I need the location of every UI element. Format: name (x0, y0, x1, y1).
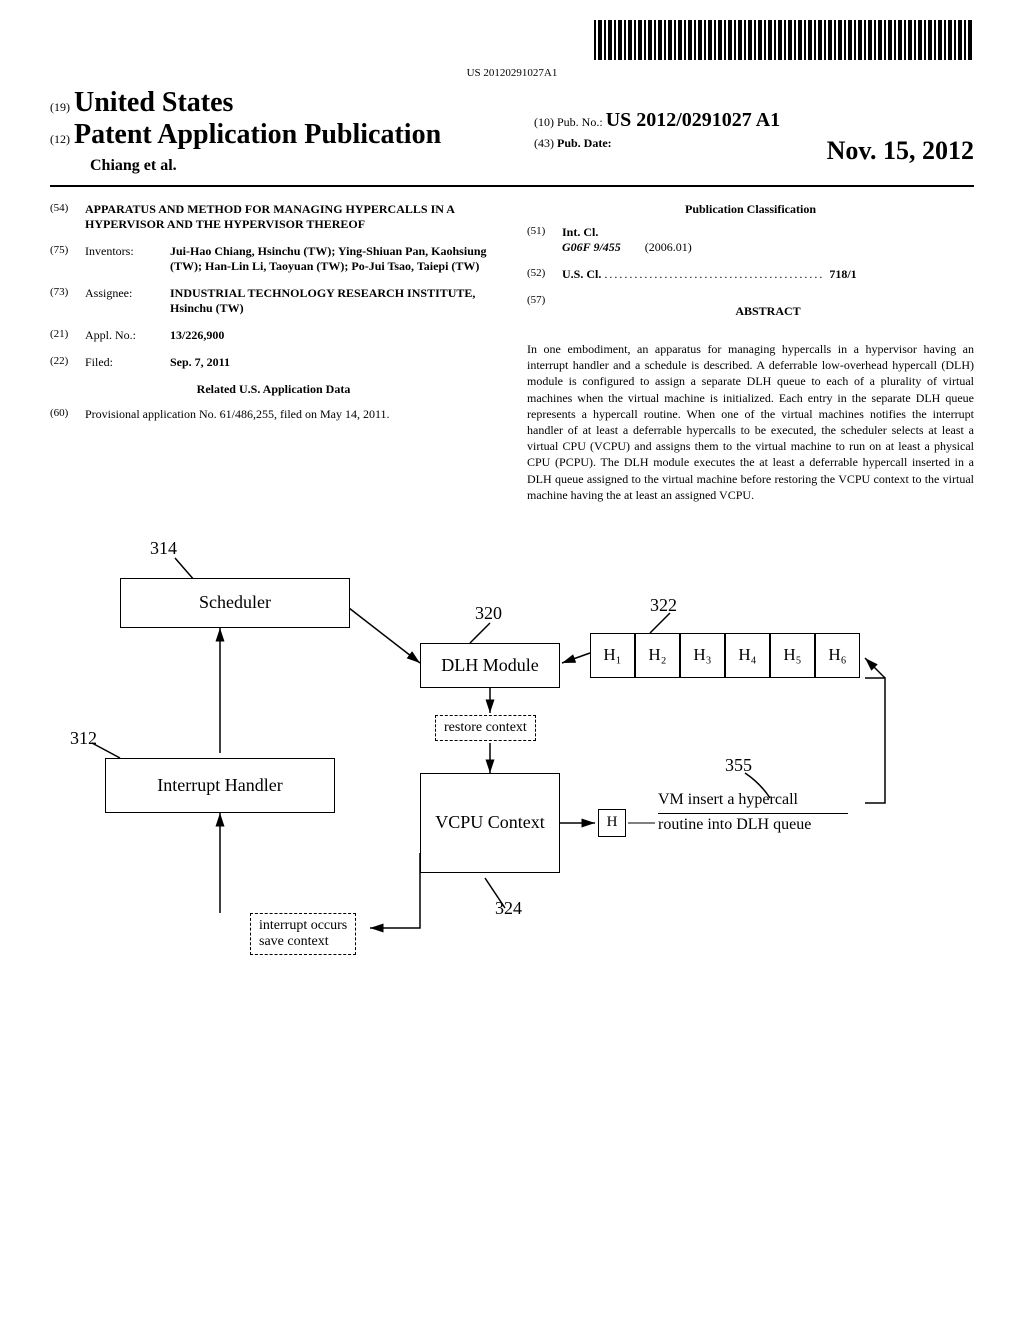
abstract-code: (57) (527, 294, 562, 329)
insert-line1: VM insert a hypercall (658, 791, 798, 809)
restore-context-box: restore context (435, 715, 536, 741)
pub-no-label: Pub. No.: (557, 115, 603, 129)
assignee-value: INDUSTRIAL TECHNOLOGY RESEARCH INSTITUTE… (170, 286, 497, 316)
interrupt-ref-label: 312 (70, 728, 97, 749)
title-code: (54) (50, 202, 85, 232)
intcl-code: (51) (527, 225, 562, 255)
filed-code: (22) (50, 355, 85, 370)
provisional-text: Provisional application No. 61/486,255, … (85, 407, 497, 422)
header-region: (19) United States (12) Patent Applicati… (50, 87, 974, 175)
interrupt-handler-box: Interrupt Handler (105, 758, 335, 813)
queue-cell-2: H₃ (680, 633, 725, 678)
assignee-text: INDUSTRIAL TECHNOLOGY RESEARCH INSTITUTE… (170, 286, 475, 315)
insert-ref-label: 355 (725, 755, 752, 776)
uscl-value: 718/1 (829, 267, 856, 281)
h-cell: H (598, 809, 626, 837)
pub-no-value: US 2012/0291027 A1 (606, 109, 780, 131)
vcpu-ref-label: 324 (495, 898, 522, 919)
inventors-value: Jui-Hao Chiang, Hsinchu (TW); Ying-Shiua… (170, 244, 497, 274)
patent-title: APPARATUS AND METHOD FOR MANAGING HYPERC… (85, 202, 497, 232)
right-column: Publication Classification (51) Int. Cl.… (527, 202, 974, 503)
country-code: (19) (50, 100, 70, 114)
diagram: 314 Scheduler 312 Interrupt Handler 320 … (50, 533, 974, 993)
insert-divider (658, 813, 848, 814)
country-name: United States (74, 87, 233, 118)
queue-cell-3: H₄ (725, 633, 770, 678)
queue-ref-label: 322 (650, 595, 677, 616)
uscl-code: (52) (527, 267, 562, 282)
header-divider (50, 185, 974, 187)
intcl-class: G06F 9/455 (562, 240, 621, 254)
uscl-label: U.S. Cl. (562, 267, 601, 281)
scheduler-box: Scheduler (120, 578, 350, 628)
save-context-text: save context (259, 934, 347, 950)
inventors-text: Jui-Hao Chiang, Hsinchu (TW); Ying-Shiua… (170, 244, 487, 273)
vcpu-text: VCPU Context (435, 810, 545, 835)
kind-code: (12) (50, 132, 70, 146)
pub-date-code: (43) (534, 136, 554, 150)
queue-cell-1: H₂ (635, 633, 680, 678)
appl-code: (21) (50, 328, 85, 343)
pub-date-value: Nov. 15, 2012 (827, 136, 974, 166)
inventors-code: (75) (50, 244, 85, 274)
filed-label: Filed: (85, 355, 170, 370)
filed-value: Sep. 7, 2011 (170, 355, 230, 369)
interrupt-text: Interrupt Handler (157, 775, 282, 796)
barcode-section: US 20120291027A1 (50, 20, 974, 79)
restore-text: restore context (444, 720, 527, 736)
pub-date-label: Pub. Date: (557, 136, 612, 150)
dlh-module-box: DLH Module (420, 643, 560, 688)
appl-value: 13/226,900 (170, 328, 224, 342)
abstract-text: In one embodiment, an apparatus for mana… (527, 341, 974, 503)
left-column: (54) APPARATUS AND METHOD FOR MANAGING H… (50, 202, 497, 503)
interrupt-occurs-text: interrupt occurs (259, 918, 347, 934)
appl-label: Appl. No.: (85, 328, 170, 343)
intcl-label: Int. Cl. (562, 225, 598, 239)
classification-header: Publication Classification (527, 202, 974, 217)
scheduler-ref-label: 314 (150, 538, 177, 559)
dlh-text: DLH Module (441, 655, 539, 676)
queue-cell-4: H₅ (770, 633, 815, 678)
pub-type: Patent Application Publication (74, 119, 441, 150)
intcl-date: (2006.01) (645, 240, 692, 254)
queue-cell-5: H₆ (815, 633, 860, 678)
related-header: Related U.S. Application Data (50, 382, 497, 397)
inventors-label: Inventors: (85, 244, 170, 274)
abstract-header: ABSTRACT (562, 304, 974, 319)
interrupt-occurs-box: interrupt occurs save context (250, 913, 356, 955)
assignee-label: Assignee: (85, 286, 170, 316)
right-header: (10) Pub. No.: US 2012/0291027 A1 (43) P… (534, 105, 974, 166)
provisional-code: (60) (50, 407, 85, 422)
uscl-dots: ........................................… (604, 267, 829, 281)
vcpu-context-box: VCPU Context (420, 773, 560, 873)
pub-no-code: (10) (534, 115, 554, 129)
barcode-graphic (594, 20, 974, 60)
dlh-ref-label: 320 (475, 603, 502, 624)
scheduler-text: Scheduler (199, 592, 271, 613)
queue-cell-0: H₁ (590, 633, 635, 678)
barcode-label: US 20120291027A1 (50, 67, 974, 79)
content-columns: (54) APPARATUS AND METHOD FOR MANAGING H… (50, 202, 974, 503)
insert-line2: routine into DLH queue (658, 816, 811, 834)
assignee-code: (73) (50, 286, 85, 316)
